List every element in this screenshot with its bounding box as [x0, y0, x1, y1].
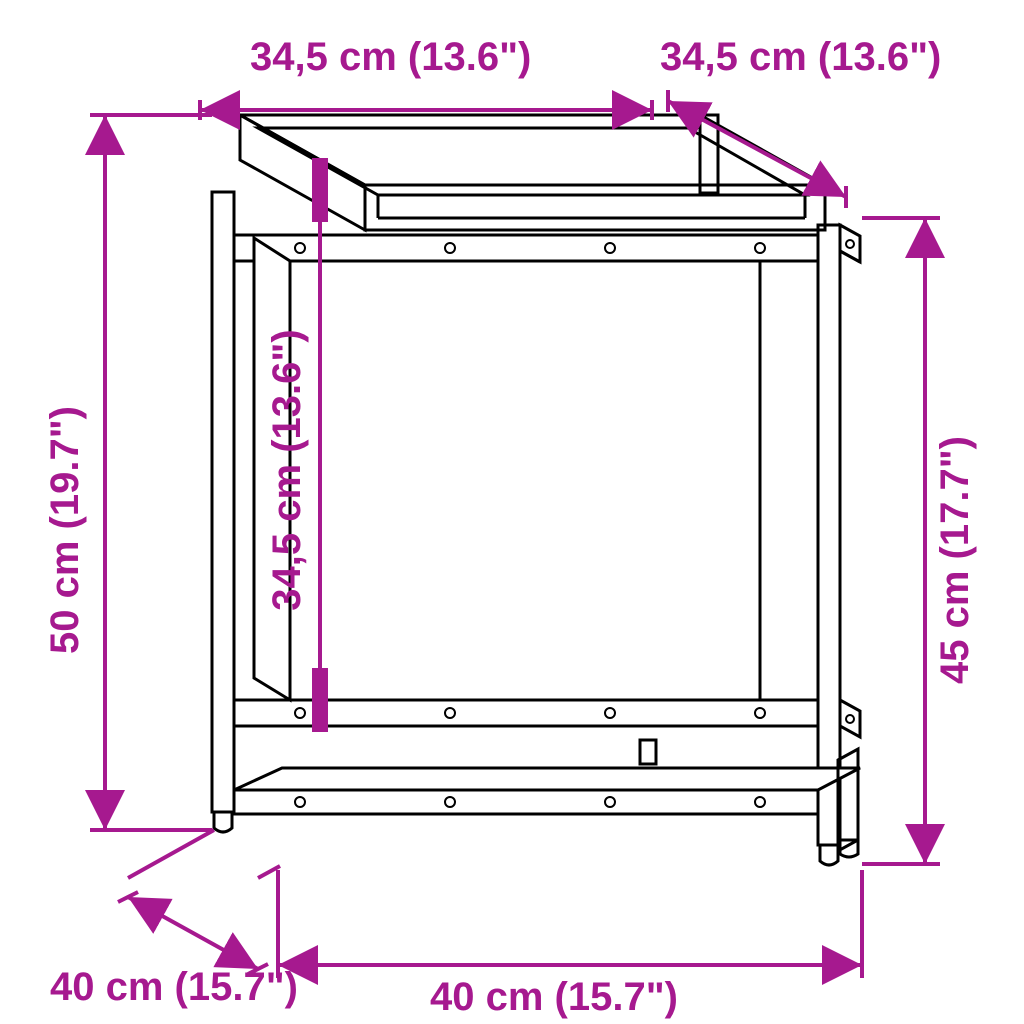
product-outline — [212, 115, 860, 865]
label-bottom-depth: 40 cm (15.7") — [50, 965, 298, 1009]
label-top-depth: 34,5 cm (13.6") — [660, 35, 941, 79]
label-height-inner: 34,5 cm (13.6") — [265, 329, 309, 610]
label-top-width: 34,5 cm (13.6") — [250, 35, 531, 79]
dimension-diagram: 34,5 cm (13.6") 34,5 cm (13.6") 50 cm (1… — [0, 0, 1024, 1024]
label-bottom-width: 40 cm (15.7") — [430, 975, 678, 1019]
label-height-frame: 45 cm (17.7") — [933, 436, 977, 684]
label-height-total: 50 cm (19.7") — [43, 406, 87, 654]
